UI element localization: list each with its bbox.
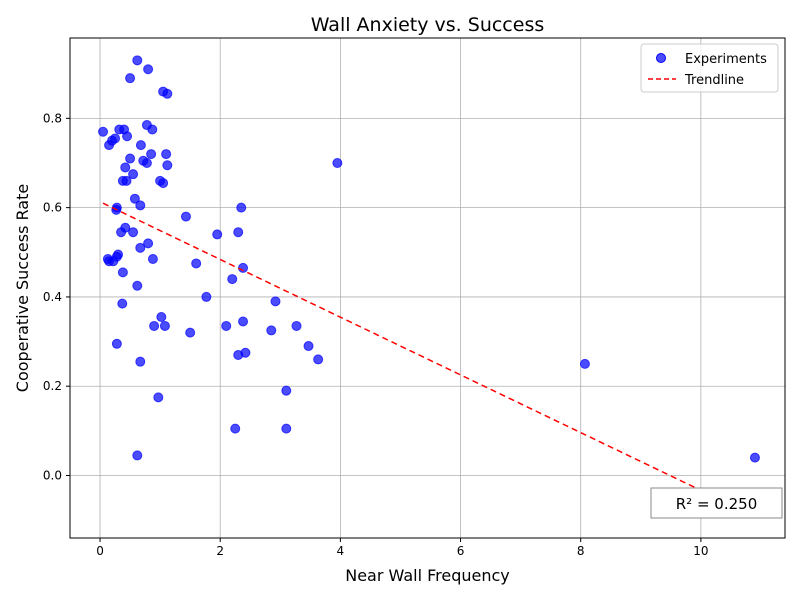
annotation-text: R² = 0.250 [676,495,757,513]
data-point [117,298,128,309]
data-point [158,178,169,189]
legend: Experiments Trendline [640,43,779,93]
x-tick-label: 2 [216,544,224,558]
data-point [185,327,196,338]
data-point [230,423,241,434]
y-axis-label: Cooperative Success Rate [13,184,32,392]
y-tick-label: 0.8 [43,111,62,125]
data-point [128,169,139,180]
data-point [132,280,143,291]
data-point [128,227,139,238]
data-point [221,320,232,331]
annotation-box [650,487,783,519]
y-tick-label: 0.4 [43,290,62,304]
data-point [117,267,128,278]
data-point [135,242,146,253]
data-point [135,200,146,211]
data-point [238,316,249,327]
data-point [236,202,247,213]
data-point [291,320,302,331]
plot-border [69,37,786,539]
data-point [111,338,122,349]
y-tick-label: 0.0 [43,469,62,483]
data-point [579,358,590,369]
data-point [121,175,132,186]
data-point [303,341,314,352]
data-point [98,126,109,137]
x-tick-label: 10 [693,544,708,558]
data-point [135,356,146,367]
legend-box [640,43,779,93]
data-point [156,312,167,323]
x-axis: 0 2 4 6 8 10 [96,538,709,558]
y-axis: 0.0 0.2 0.4 0.6 0.8 [43,111,70,483]
data-point [162,88,173,99]
y-tick-label: 0.2 [43,379,62,393]
data-point [108,256,119,267]
data-point [129,193,140,204]
data-point [125,73,136,84]
data-point [132,55,143,66]
data-point [159,320,170,331]
r-squared-annotation: R² = 0.250 [650,487,783,519]
data-point [233,227,244,238]
plot-frame [70,38,785,538]
data-point [141,158,152,168]
data-point [143,64,154,75]
chart-title: Wall Anxiety vs. Success [311,14,545,36]
x-axis-label: Near Wall Frequency [345,566,510,585]
data-point [135,140,146,151]
data-point [132,450,143,461]
data-point [125,153,136,164]
data-point [143,238,154,249]
data-point [212,229,223,240]
x-tick-label: 4 [337,544,345,558]
data-point [120,162,131,173]
data-point [153,392,164,403]
data-point [122,131,133,142]
data-point [281,385,292,396]
data-point [240,347,251,358]
data-point [147,124,158,135]
data-point [266,325,277,336]
legend-label-experiments: Experiments [685,52,767,67]
x-tick-label: 8 [577,544,585,558]
data-point [191,258,202,269]
data-point [147,253,158,264]
data-point [161,149,172,160]
data-point [313,354,324,365]
data-point [149,320,160,331]
data-point [227,274,238,285]
data-point [281,423,292,434]
grid-lines [70,38,785,538]
legend-marker-experiments [656,53,666,63]
y-tick-label: 0.6 [43,201,62,215]
data-point [270,296,281,307]
x-tick-label: 0 [96,544,104,558]
data-point [180,211,191,222]
x-tick-label: 6 [457,544,465,558]
data-point [146,149,157,160]
data-point [110,133,121,144]
data-point [332,158,343,168]
data-marks [98,55,760,490]
data-point [120,222,131,233]
data-point [162,160,173,171]
data-point [749,452,760,463]
legend-label-trendline: Trendline [684,73,744,88]
plot-area [69,37,786,539]
data-point [201,291,212,302]
